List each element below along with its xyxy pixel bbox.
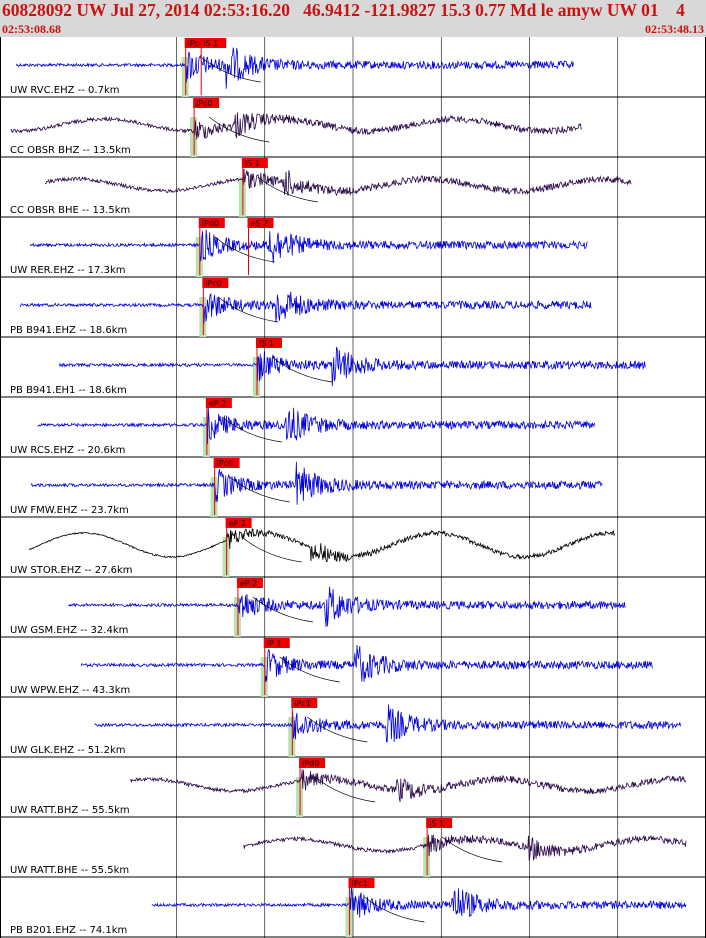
trace-13 xyxy=(243,834,687,862)
travel-curve-9 xyxy=(252,596,313,623)
event-title: 60828092 UW Jul 27, 2014 02:53:16.20 46.… xyxy=(2,0,685,20)
trace-label-3: UW RER.EHZ -- 17.3km xyxy=(10,265,125,276)
trace-label-8: UW STOR.EHZ -- 27.6km xyxy=(10,565,133,576)
header-bar: 60828092 UW Jul 27, 2014 02:53:16.20 46.… xyxy=(0,0,706,37)
trace-12 xyxy=(130,769,687,803)
trace-label-13: UW RATT.BHE -- 55.5km xyxy=(10,865,129,876)
pick-label-1-0: iPc0 xyxy=(196,99,213,108)
pick-flag-8-0 xyxy=(225,518,252,528)
trace-label-7: UW FMW.EHZ -- 23.7km xyxy=(10,505,129,516)
pick-flag-11-0 xyxy=(291,698,318,708)
travel-curve-0 xyxy=(200,56,261,83)
pick-flag-0-0 xyxy=(184,38,211,48)
pick-flag-6-0 xyxy=(205,398,232,408)
pick-flag-3-1 xyxy=(247,218,274,228)
trace-labels: UW RVC.EHZ -- 0.7km CC OBSR BHZ -- 13.5km… xyxy=(10,85,133,936)
pick-label-3-0: iPd0 xyxy=(202,219,219,228)
pick-label-9-0: eP 2 xyxy=(240,579,257,588)
travel-curve-1 xyxy=(208,116,270,143)
pick-flag-3-0 xyxy=(198,218,225,228)
pick-label-10-0: iP 1 xyxy=(267,639,282,648)
end-time: 02:53:48.13 xyxy=(645,22,704,36)
pick-flag-14-0 xyxy=(348,878,375,888)
pick-flag-2-0 xyxy=(241,158,268,168)
pick-windows xyxy=(181,57,431,937)
trace-3 xyxy=(30,229,588,263)
trace-11 xyxy=(94,704,681,743)
travel-curve-8 xyxy=(241,536,302,563)
travel-curve-3 xyxy=(214,236,275,263)
pick-label-11-0: iPc1 xyxy=(294,699,311,708)
pick-flag-1-0 xyxy=(193,98,220,108)
trace-2 xyxy=(44,168,632,197)
pick-flag-10-0 xyxy=(263,638,290,648)
travel-curve-4 xyxy=(218,296,279,323)
pick-flag-9-0 xyxy=(236,578,263,588)
travel-curve-12 xyxy=(314,776,376,803)
travel-curve-10 xyxy=(279,656,340,683)
travel-curve-5 xyxy=(271,356,333,383)
trace-7 xyxy=(30,461,603,505)
trace-label-1: CC OBSR BHZ -- 13.5km xyxy=(10,145,131,156)
travel-curve-2 xyxy=(257,176,318,203)
trace-label-0: UW RVC.EHZ -- 0.7km xyxy=(10,85,120,96)
pick-label-2-0: iS 1 xyxy=(245,159,260,168)
pick-label-7-0: iPc0 xyxy=(217,459,234,468)
travel-curve-13 xyxy=(441,836,503,863)
pick-label-5-0: iS 1 xyxy=(259,339,274,348)
pick-label-14-0: iPc1 xyxy=(351,879,368,888)
trace-label-4: PB B941.EHZ -- 18.6km xyxy=(10,325,127,336)
pick-flag-13-0 xyxy=(426,818,453,828)
trace-10 xyxy=(80,644,653,683)
pick-label-4-0: iPc0 xyxy=(205,279,222,288)
trace-9 xyxy=(68,586,626,628)
trace-label-14: PB B201.EHZ -- 74.1km xyxy=(10,925,127,936)
trace-label-6: UW RCS.EHZ -- 20.6km xyxy=(10,445,125,456)
trace-label-5: PB B941.EH1 -- 18.6km xyxy=(10,385,127,396)
pick-flag-5-0 xyxy=(255,338,282,348)
trace-1 xyxy=(10,112,583,140)
trace-label-12: UW RATT.BHZ -- 55.5km xyxy=(10,805,130,816)
trace-8 xyxy=(28,528,616,563)
pick-label-6-0: eP 2 xyxy=(209,399,226,408)
traces xyxy=(10,47,687,918)
pick-label-0-0: iPc0 xyxy=(188,39,205,48)
pick-label-12-0: iPd0 xyxy=(302,759,319,768)
pick-label-8-0: eP 2 xyxy=(229,519,246,528)
travel-curve-11 xyxy=(307,716,368,743)
trace-label-9: UW GSM.EHZ -- 32.4km xyxy=(10,625,128,636)
pick-flag-0-1 xyxy=(200,38,227,48)
travel-time-curves xyxy=(200,56,503,923)
trace-5 xyxy=(58,346,646,387)
start-time: 02:53:08.68 xyxy=(2,22,61,36)
pick-label-13-0: iS 1 xyxy=(429,819,444,828)
trace-label-10: UW WPW.EHZ -- 43.3km xyxy=(10,685,130,696)
trace-0 xyxy=(15,47,574,89)
trace-4 xyxy=(19,291,592,324)
pick-flag-4-0 xyxy=(202,278,229,288)
travel-curve-6 xyxy=(221,416,282,443)
travel-curve-14 xyxy=(364,896,425,923)
trace-label-2: CC OBSR BHE -- 13.5km xyxy=(10,205,130,216)
pick-flag-12-0 xyxy=(299,758,326,768)
pick-flag-7-0 xyxy=(213,458,240,468)
pick-label-3-1: eS 2 xyxy=(251,219,269,228)
travel-curve-7 xyxy=(229,476,290,503)
trace-14 xyxy=(151,886,687,918)
trace-6 xyxy=(37,406,595,445)
pick-label-0-1: iS 1 xyxy=(203,39,218,48)
trace-label-11: UW GLK.EHZ -- 51.2km xyxy=(10,745,126,756)
